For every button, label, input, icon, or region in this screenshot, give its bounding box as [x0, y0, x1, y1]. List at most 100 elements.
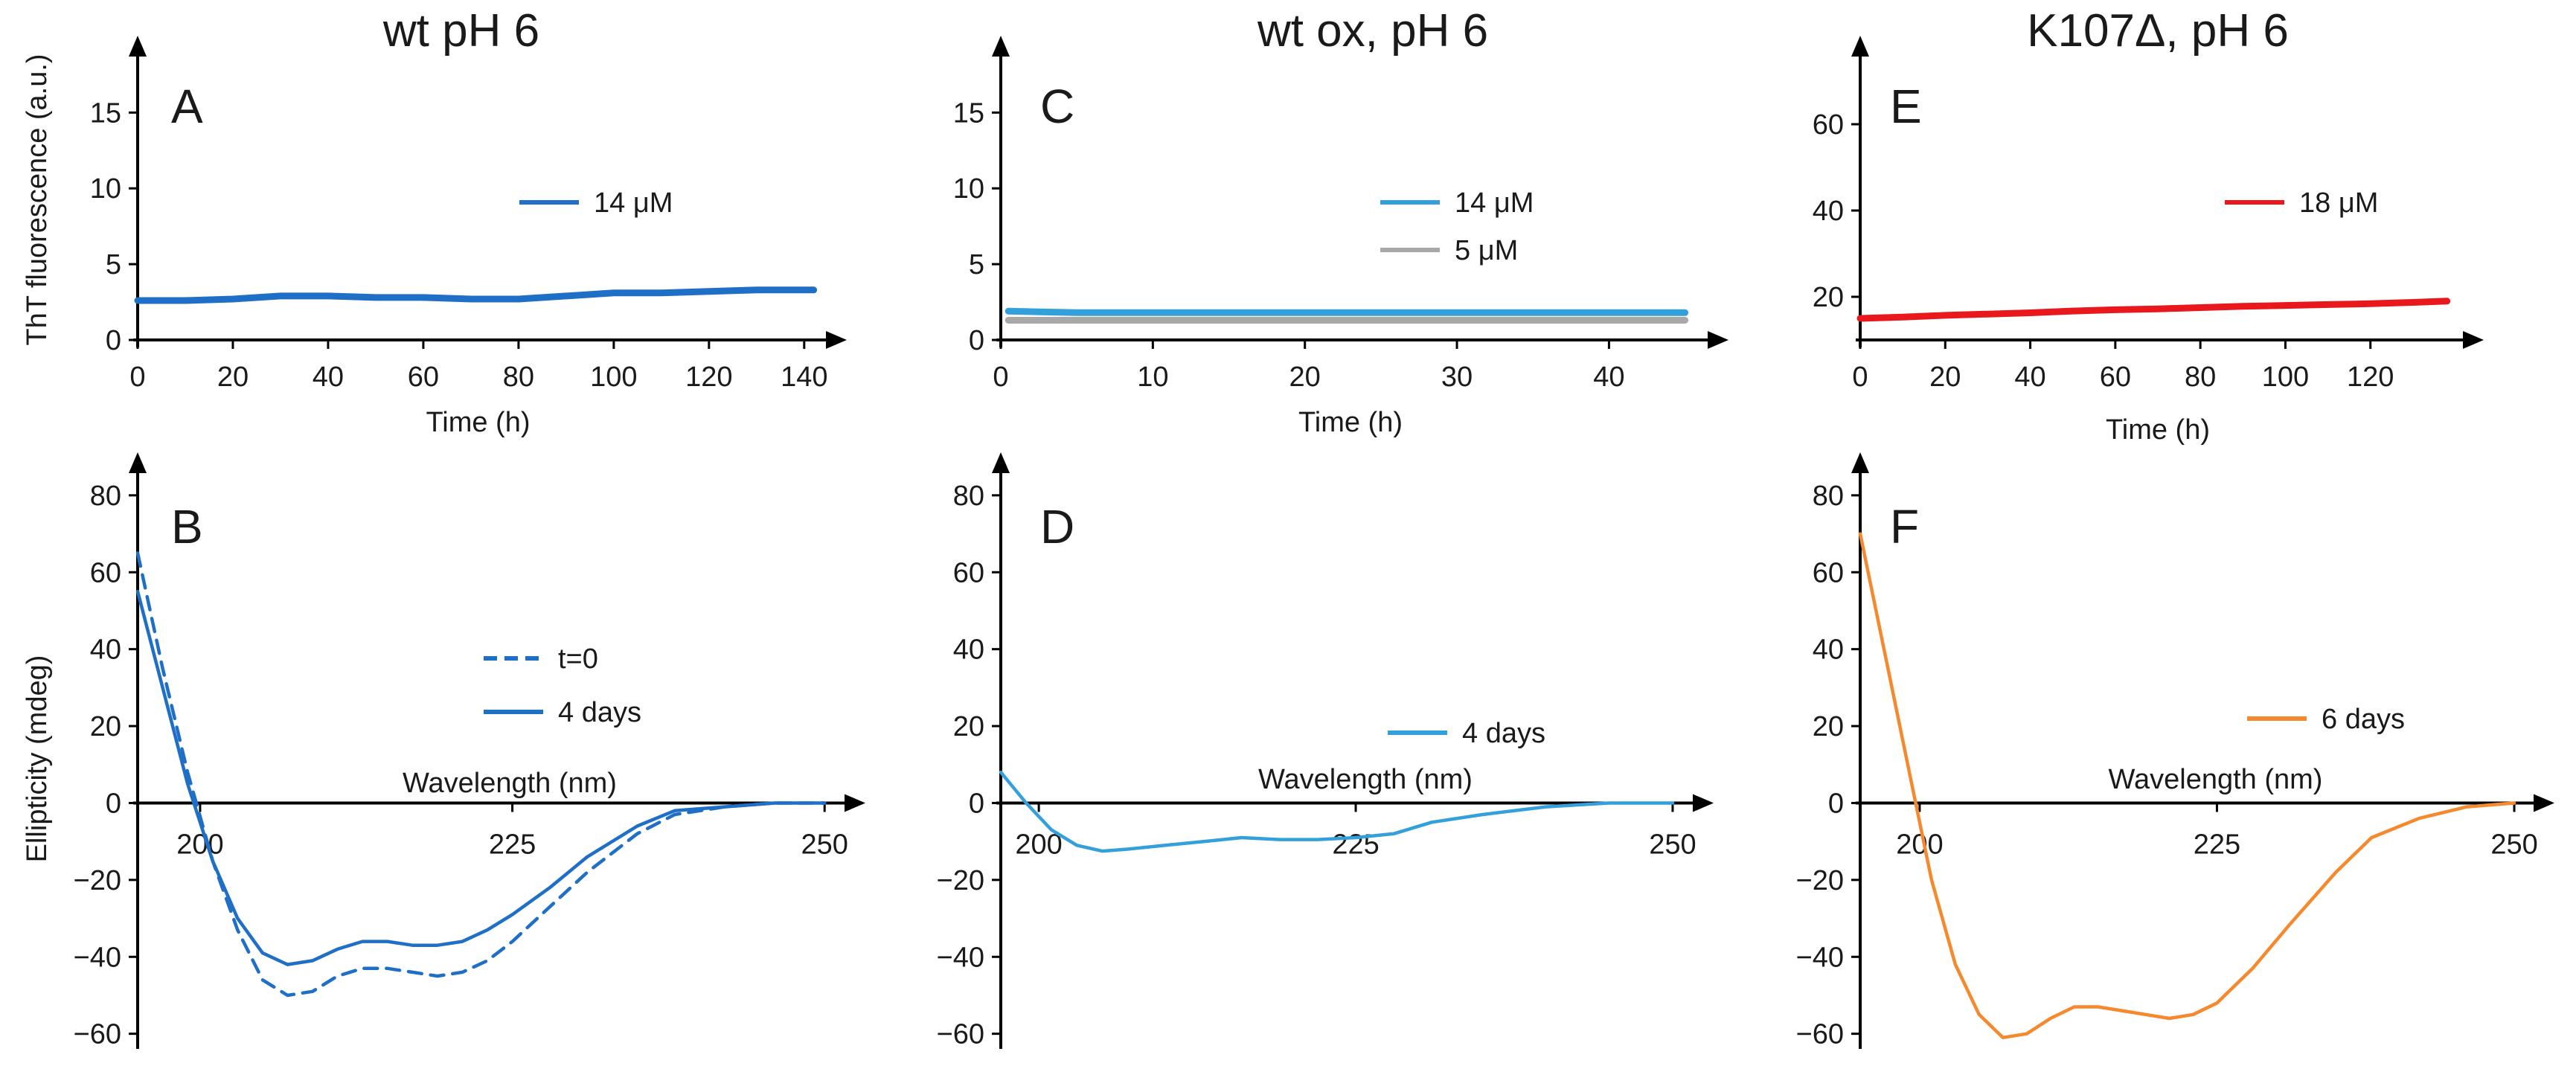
y-tick-label-E: 40 [1813, 196, 1844, 227]
x-tick-label-E: 80 [2185, 362, 2216, 393]
x-tick-label-F: 225 [2194, 829, 2240, 860]
y-tick-label-C: 5 [969, 249, 984, 280]
x-tick-label-A: 120 [685, 362, 732, 393]
x-axis-arrow-C [1708, 331, 1728, 349]
x-tick-label-F: 200 [1896, 829, 1943, 860]
y-tick-label-D: 80 [953, 481, 984, 512]
x-axis-label-D: Wavelength (nm) [1258, 764, 1473, 795]
x-tick-label-C: 0 [993, 362, 1008, 393]
y-tick-label-B: 40 [90, 635, 121, 666]
legend-label-A-1: 14 μM [594, 187, 673, 219]
y-tick-label-D: 40 [953, 635, 984, 666]
y-tick-label-F: 60 [1813, 557, 1844, 588]
x-tick-label-C: 30 [1441, 362, 1473, 393]
panel-letter-D: D [1040, 500, 1074, 553]
panel-letter-B: B [171, 500, 203, 553]
x-axis-arrow-E [2463, 331, 2484, 349]
y-tick-label-B: −20 [74, 865, 121, 896]
x-tick-label-C: 20 [1289, 362, 1321, 393]
y-tick-label-D: 60 [953, 557, 984, 588]
y-tick-label-B: 0 [106, 788, 121, 819]
x-tick-label-A: 80 [503, 362, 534, 393]
y-tick-label-C: 10 [953, 173, 984, 205]
column-title-C: wt ox, pH 6 [1257, 5, 1488, 57]
y-tick-label-D: −20 [937, 865, 984, 896]
x-axis-arrow-A [826, 331, 847, 349]
x-tick-label-A: 100 [590, 362, 637, 393]
y-tick-label-F: 40 [1813, 635, 1844, 666]
x-axis-label-C: Time (h) [1298, 407, 1403, 438]
y-tick-label-D: 20 [953, 711, 984, 742]
series-line-B-2 [135, 589, 827, 966]
x-tick-label-A: 40 [313, 362, 344, 393]
column-title-A: wt pH 6 [382, 5, 539, 57]
y-tick-label-B: 20 [90, 711, 121, 742]
y-tick-label-F: 0 [1828, 788, 1844, 819]
y-tick-label-B: 80 [90, 481, 121, 512]
legend-label-D-1: 4 days [1462, 718, 1545, 749]
x-tick-label-C: 10 [1137, 362, 1168, 393]
x-tick-label-A: 140 [781, 362, 827, 393]
y-tick-label-A: 5 [106, 249, 121, 280]
series-line-F-1 [1858, 532, 2516, 1040]
x-tick-label-D: 225 [1332, 829, 1379, 860]
x-axis-arrow-D [1693, 794, 1714, 812]
y-tick-label-E: 60 [1813, 109, 1844, 141]
x-axis-label-E: Time (h) [2106, 414, 2210, 446]
x-axis-label-B: Wavelength (nm) [403, 768, 617, 799]
legend-label-F-1: 6 days [2322, 704, 2405, 735]
y-axis-arrow-F [1851, 452, 1869, 473]
x-tick-label-B: 250 [801, 829, 848, 860]
x-tick-label-B: 225 [489, 829, 536, 860]
y-tick-label-C: 0 [969, 325, 984, 356]
y-axis-arrow-C [992, 36, 1010, 57]
x-tick-label-D: 250 [1649, 829, 1696, 860]
y-tick-label-C: 15 [953, 97, 984, 129]
x-tick-label-E: 0 [1852, 362, 1868, 393]
y-tick-label-F: 20 [1813, 711, 1844, 742]
x-axis-arrow-B [845, 794, 865, 812]
legend-label-E-1: 18 μM [2299, 187, 2378, 219]
legend-label-B-2: 4 days [558, 697, 641, 728]
y-axis-arrow-E [1851, 36, 1869, 57]
x-axis-label-F: Wavelength (nm) [2109, 764, 2323, 795]
y-tick-label-D: 0 [969, 788, 984, 819]
y-axis-label-A: ThT fluorescence (a.u.) [22, 54, 53, 345]
legend-label-C-2: 5 μM [1455, 235, 1518, 266]
x-tick-label-B: 200 [176, 829, 223, 860]
x-tick-label-C: 40 [1593, 362, 1624, 393]
panel-letter-E: E [1890, 80, 1922, 133]
x-tick-label-A: 60 [408, 362, 439, 393]
y-tick-label-D: −40 [937, 942, 984, 973]
x-tick-label-E: 120 [2347, 362, 2394, 393]
x-tick-label-F: 250 [2490, 829, 2537, 860]
x-tick-label-A: 0 [129, 362, 145, 393]
y-axis-arrow-D [992, 452, 1010, 473]
y-tick-label-B: 60 [90, 557, 121, 588]
x-tick-label-E: 100 [2262, 362, 2309, 393]
series-line-C-1 [1005, 307, 1689, 316]
series-line-A-1 [134, 286, 818, 304]
y-tick-label-A: 0 [106, 325, 121, 356]
x-tick-label-E: 60 [2100, 362, 2131, 393]
y-tick-label-E: 20 [1813, 282, 1844, 313]
y-tick-label-F: 80 [1813, 481, 1844, 512]
panel-letter-F: F [1890, 500, 1919, 553]
y-tick-label-A: 10 [90, 173, 121, 205]
series-line-B-1 [135, 551, 827, 998]
panel-letter-C: C [1040, 80, 1074, 133]
x-tick-label-D: 200 [1015, 829, 1062, 860]
y-axis-arrow-A [129, 36, 147, 57]
series-line-D-1 [999, 770, 1675, 853]
x-axis-label-A: Time (h) [426, 407, 530, 438]
x-tick-label-E: 20 [1929, 362, 1961, 393]
column-title-E: K107Δ, pH 6 [2027, 5, 2289, 57]
y-tick-label-B: −40 [74, 942, 121, 973]
panel-letter-A: A [171, 80, 203, 133]
y-tick-label-F: −20 [1796, 865, 1844, 896]
legend-label-B-1: t=0 [558, 643, 598, 675]
y-tick-label-A: 15 [90, 97, 121, 129]
legend-label-C-1: 14 μM [1455, 187, 1534, 219]
x-tick-label-E: 40 [2014, 362, 2045, 393]
